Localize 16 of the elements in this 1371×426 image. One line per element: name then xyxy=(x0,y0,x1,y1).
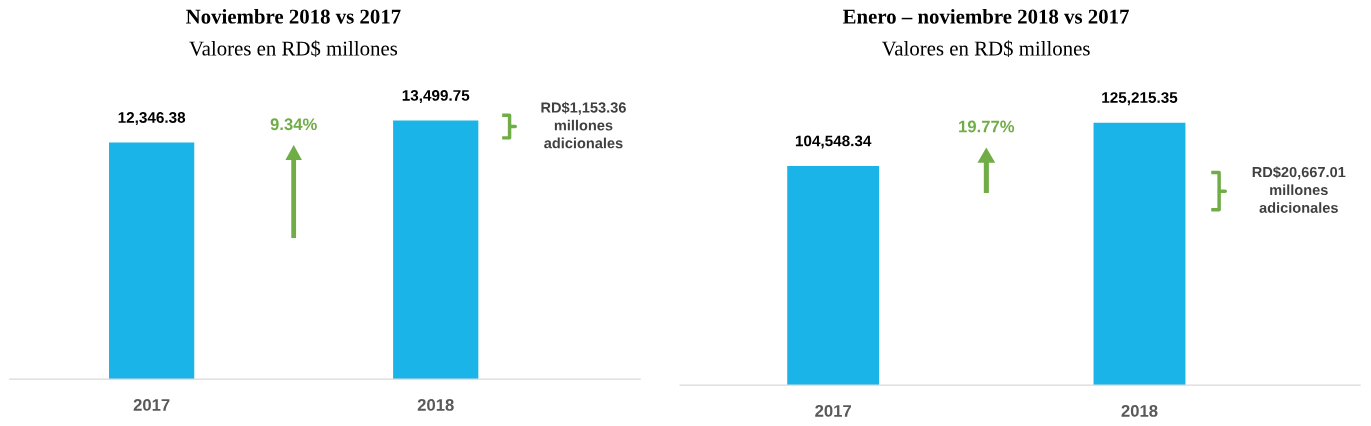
chart-title: Noviembre 2018 vs 2017 xyxy=(186,8,401,24)
x-tick-label: 2018 xyxy=(1121,404,1158,417)
x-tick-label: 2017 xyxy=(815,404,851,417)
chart-subtitle: Valores en RD$ millones xyxy=(189,40,398,57)
annotation: RD$1,153.36 millones adicionales xyxy=(541,101,626,149)
chart-subtitle: Valores en RD$ millones xyxy=(881,40,1090,57)
data-label: 125,215.35 xyxy=(1102,92,1178,106)
data-label: 104,548.34 xyxy=(795,135,872,149)
annotation: RD$20,667.01 millones adicionales xyxy=(1252,166,1346,213)
annotation: 19.77% xyxy=(959,120,1015,133)
x-tick-label: 2018 xyxy=(417,399,454,411)
chart-title: Enero – noviembre 2018 vs 2017 xyxy=(842,8,1129,24)
annotation: 9.34% xyxy=(270,118,317,131)
data-label: 12,346.38 xyxy=(118,112,186,126)
data-label: 13,499.75 xyxy=(402,89,470,104)
x-tick-label: 2017 xyxy=(133,399,170,411)
